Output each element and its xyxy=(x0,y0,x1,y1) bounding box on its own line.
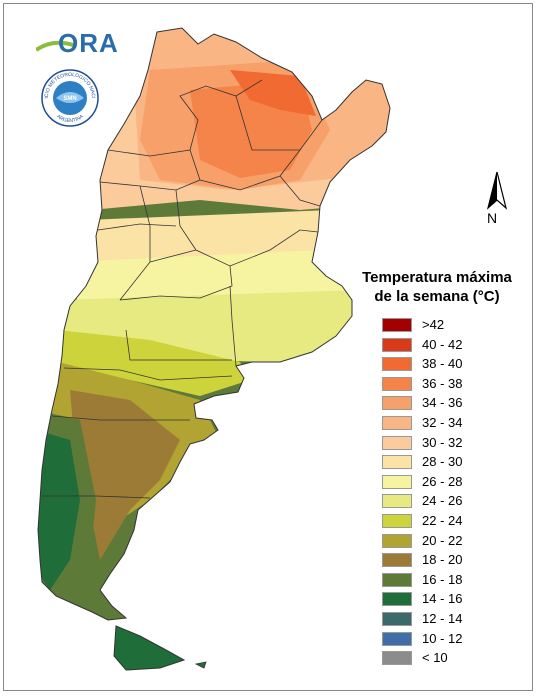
legend-label: 36 - 38 xyxy=(422,375,463,391)
ora-logo: ORA xyxy=(36,26,118,58)
legend-swatch xyxy=(382,318,412,332)
legend-label: 18 - 20 xyxy=(422,552,463,568)
north-label: N xyxy=(487,210,498,226)
legend-swatch xyxy=(382,611,412,626)
legend-label: 16 - 18 xyxy=(422,571,463,587)
legend-swatch xyxy=(382,592,412,607)
legend-label: < 10 xyxy=(422,650,448,666)
legend-label: >42 xyxy=(422,317,445,332)
legend-label: 38 - 40 xyxy=(422,356,463,372)
north-arrow-icon xyxy=(486,171,508,210)
legend-title-line2: de la semana (°C) xyxy=(374,288,500,305)
legend-label: 26 - 28 xyxy=(422,473,463,489)
seal-center-text: SMN xyxy=(63,96,76,102)
svg-text:ARGENTINA: ARGENTINA xyxy=(55,113,85,124)
logo-swoosh-icon xyxy=(36,40,76,52)
logo-text: ORA xyxy=(58,28,119,58)
smn-seal-icon: SERVICIO METEOROLOGICO NACIONAL SMN ARGE… xyxy=(40,68,99,127)
legend-label: 30 - 32 xyxy=(422,434,463,450)
legend-label: 32 - 34 xyxy=(422,414,463,430)
legend-label: 14 - 16 xyxy=(422,591,463,607)
legend-swatch xyxy=(382,651,412,666)
legend-label: 10 - 12 xyxy=(422,630,463,646)
legend-swatch xyxy=(382,631,412,646)
legend-label: 40 - 42 xyxy=(422,336,463,352)
legend-label: 20 - 22 xyxy=(422,532,463,548)
legend-swatch xyxy=(382,474,412,489)
legend-swatch xyxy=(382,455,412,470)
legend-swatch xyxy=(382,337,412,352)
legend-swatch xyxy=(382,435,412,450)
legend-label: 22 - 24 xyxy=(422,512,463,528)
legend-title: Temperatura máxima de la semana (°C) xyxy=(342,268,532,306)
legend-swatch xyxy=(382,415,412,430)
legend-swatch xyxy=(382,533,412,548)
legend-swatch xyxy=(382,357,412,372)
legend-swatch xyxy=(382,494,412,509)
legend-label: 24 - 26 xyxy=(422,493,463,509)
legend-swatch xyxy=(382,396,412,411)
legend-swatch xyxy=(382,553,412,568)
legend-swatch xyxy=(382,572,412,587)
seal-bottom-text: ARGENTINA xyxy=(55,113,85,124)
legend-swatch xyxy=(382,376,412,391)
legend-label: 28 - 30 xyxy=(422,454,463,470)
legend-swatch xyxy=(382,513,412,528)
legend-label: 12 - 14 xyxy=(422,610,463,626)
legend-title-line1: Temperatura máxima xyxy=(362,269,512,286)
legend-label: 34 - 36 xyxy=(422,395,463,411)
